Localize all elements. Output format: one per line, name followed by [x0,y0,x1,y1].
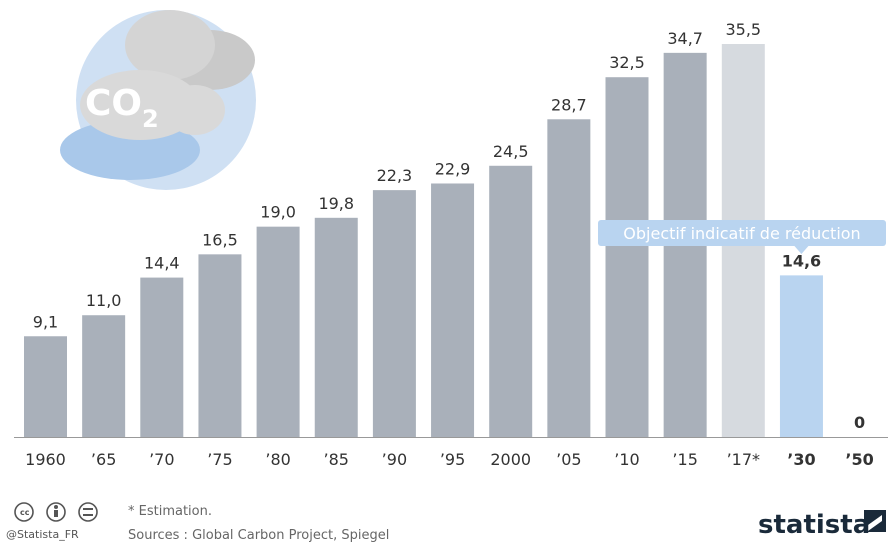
bar [372,190,416,437]
handle: @Statista_FR [6,528,79,541]
value-label: 24,5 [493,142,529,161]
bar [198,254,242,437]
x-tick-label: ’90 [382,450,407,469]
value-label: 35,5 [725,20,761,39]
value-label: 16,5 [202,230,238,249]
bar [779,275,823,437]
source: Sources : Global Carbon Project, Spiegel [128,528,389,542]
x-tick-label: ’50 [845,450,873,469]
license-icon [54,510,58,517]
x-tick-label: ’30 [787,450,815,469]
value-label: 22,3 [377,166,413,185]
footnote: * Estimation. [128,504,212,519]
license-icon [54,505,58,509]
x-tick-label: ’05 [556,450,581,469]
x-tick-label: ’95 [440,450,465,469]
value-label: 34,7 [667,29,703,48]
value-label: 0 [854,413,865,432]
x-tick-label: ’70 [149,450,174,469]
x-tick-label: 2000 [490,450,531,469]
value-label: 28,7 [551,95,587,114]
annotation-pointer [794,246,809,254]
value-label: 9,1 [33,312,58,331]
brand: statista [758,510,870,540]
illustration-label: CO2 [85,83,159,133]
bar [256,226,300,437]
annotation-box [598,220,886,246]
value-label: 14,6 [782,251,821,270]
value-label: 22,9 [435,159,471,178]
x-tick-label: 1960 [25,450,66,469]
annotation: Objectif indicatif de réduction [623,224,860,243]
bar [605,77,649,437]
brand-logo [864,510,886,532]
value-label: 19,0 [260,203,296,222]
bar [547,119,591,437]
value-label: 14,4 [144,254,180,273]
bar [82,315,126,437]
bar [431,183,475,437]
bar [24,336,67,437]
illustration-label: CO [85,83,142,124]
value-label: 11,0 [86,291,122,310]
x-tick-label: ’75 [207,450,232,469]
x-tick-label: ’65 [91,450,116,469]
license-icon [78,502,98,522]
bar [140,277,184,437]
value-label: 32,5 [609,53,645,72]
cloud [125,10,215,80]
x-tick-label: ’85 [324,450,349,469]
cloud [165,85,225,135]
illustration-subscript: 2 [142,105,159,133]
license-icon [14,502,34,522]
bar [314,217,358,437]
illustration: CO2 [60,10,256,190]
x-tick-label: ’10 [614,450,639,469]
license-icon [46,502,66,522]
bar [489,165,533,437]
footer: cc @Statista_FR * Estimation. Sources : … [6,502,886,542]
license-icon: cc [20,508,30,517]
x-tick-label: ’17* [727,450,760,469]
x-tick-label: ’80 [265,450,290,469]
value-label: 19,8 [318,194,354,213]
x-tick-label: ’15 [672,450,697,469]
